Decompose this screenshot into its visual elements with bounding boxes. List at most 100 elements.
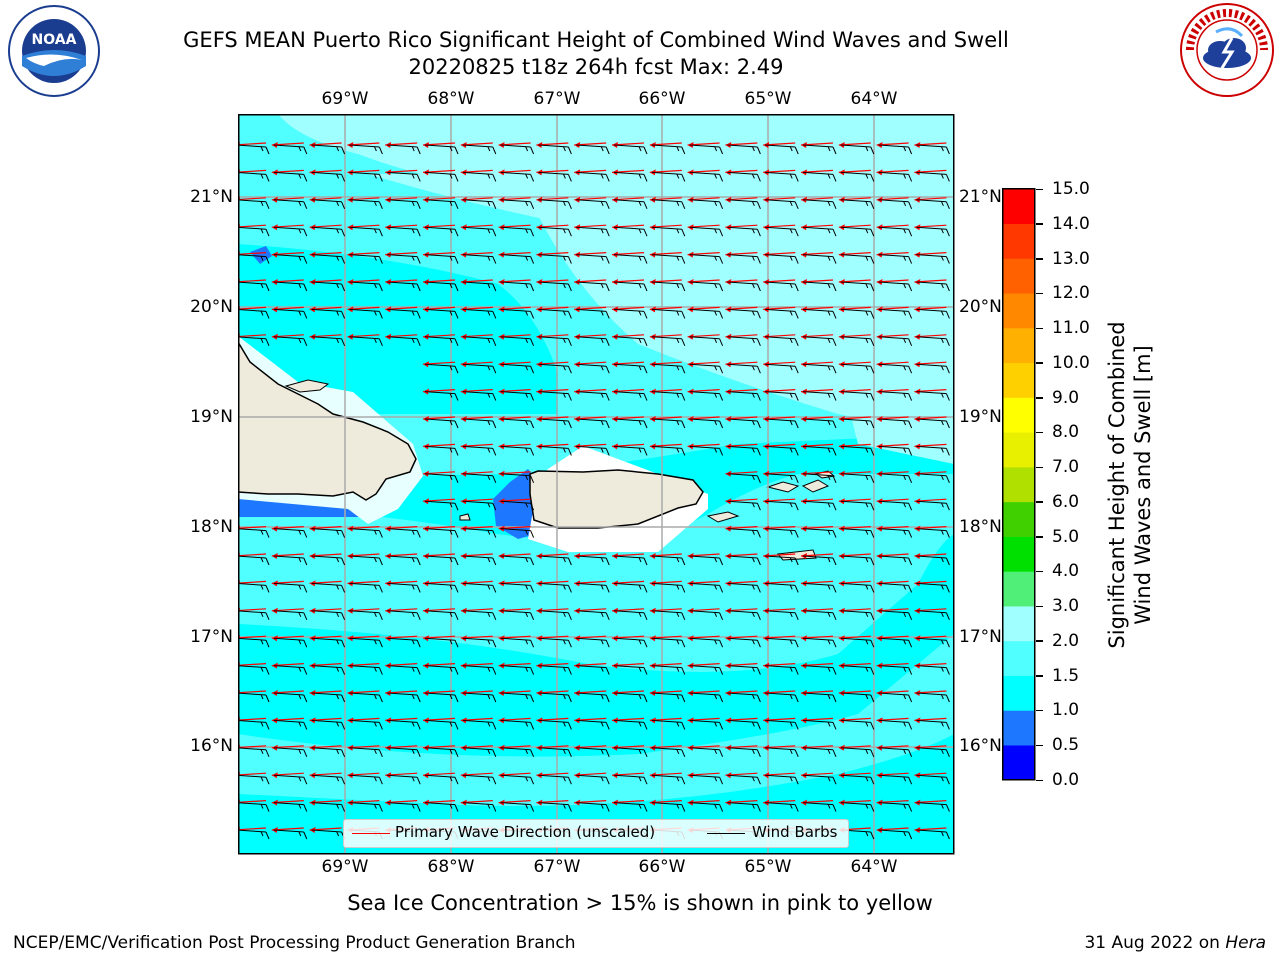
wind-barb bbox=[613, 171, 648, 182]
wind-barb bbox=[576, 144, 610, 155]
hispaniola-land bbox=[238, 340, 417, 501]
wind-barb bbox=[651, 719, 686, 730]
field-0.5-1.0-mona bbox=[493, 469, 538, 539]
wind-barb bbox=[840, 363, 875, 374]
wind-barb bbox=[840, 391, 875, 401]
wind-barb bbox=[802, 802, 837, 812]
wind-barb bbox=[689, 199, 724, 209]
wind-barb bbox=[538, 719, 572, 730]
wind-barb bbox=[462, 445, 497, 456]
wind-barb bbox=[273, 281, 308, 292]
wind-barb bbox=[462, 528, 497, 538]
map-legend: Primary Wave Direction (unscaled) Wind B… bbox=[343, 819, 849, 848]
wind-barb bbox=[916, 719, 950, 730]
wind-barb bbox=[613, 582, 648, 593]
wind-barb bbox=[462, 747, 497, 757]
wind-barb bbox=[311, 802, 346, 812]
wind-barb bbox=[878, 281, 913, 292]
wind-barb bbox=[462, 774, 497, 785]
wind-barb bbox=[765, 747, 799, 757]
wind-barb bbox=[311, 254, 346, 264]
wind-barb bbox=[840, 144, 875, 155]
wind-barb bbox=[238, 226, 270, 237]
wind-barb bbox=[613, 555, 648, 566]
colorbar-segment bbox=[1002, 640, 1035, 676]
wind-barb bbox=[538, 144, 572, 155]
wind-barb bbox=[651, 171, 686, 182]
wind-barb bbox=[689, 336, 724, 346]
wind-barb bbox=[689, 418, 724, 429]
wind-barb bbox=[765, 418, 799, 429]
colorbar-tick-mark bbox=[1036, 188, 1043, 190]
wind-barb bbox=[462, 637, 497, 648]
wind-barb bbox=[765, 391, 799, 401]
wind-barb bbox=[538, 254, 572, 264]
wind-barb bbox=[689, 391, 724, 401]
field-2.0-3.0-core bbox=[368, 174, 954, 414]
wind-barb bbox=[349, 528, 383, 538]
wind-barb bbox=[538, 802, 572, 812]
wind-barb bbox=[916, 747, 950, 757]
wind-barb bbox=[311, 692, 346, 703]
wind-barb bbox=[802, 774, 837, 785]
wind-barb bbox=[878, 610, 913, 620]
colorbar-segment bbox=[1002, 710, 1035, 746]
wind-barb bbox=[500, 774, 535, 785]
wind-barb bbox=[500, 391, 535, 401]
wind-barb bbox=[538, 692, 572, 703]
wind-barb bbox=[387, 144, 421, 155]
colorbar-tick-mark bbox=[1036, 709, 1043, 712]
wind-barb bbox=[538, 391, 572, 401]
wind-barb bbox=[651, 226, 686, 237]
wind-barb bbox=[273, 829, 308, 840]
wind-barb bbox=[238, 281, 270, 292]
wind-barb bbox=[613, 281, 648, 292]
colorbar-label-line1: Significant Height of Combined bbox=[1105, 321, 1129, 649]
wind-barb bbox=[349, 692, 383, 703]
wind-barb bbox=[651, 254, 686, 264]
wind-barb bbox=[349, 802, 383, 812]
wind-barb bbox=[916, 308, 950, 319]
wind-barb bbox=[613, 363, 648, 374]
wind-barb bbox=[613, 144, 648, 155]
colorbar-tick-label: 11.0 bbox=[1052, 318, 1090, 339]
wind-barb bbox=[765, 254, 799, 264]
wind-barb bbox=[651, 802, 686, 812]
wind-barb bbox=[727, 610, 761, 620]
wind-barb bbox=[311, 528, 346, 538]
wind-barb bbox=[273, 199, 308, 209]
wind-barb bbox=[878, 418, 913, 429]
wind-barb bbox=[916, 144, 950, 155]
wind-barb bbox=[538, 171, 572, 182]
wind-barb bbox=[689, 774, 724, 785]
wind-barb bbox=[878, 829, 913, 840]
wind-barb bbox=[613, 445, 648, 456]
wind-barb bbox=[311, 336, 346, 346]
wave-height-map bbox=[238, 114, 955, 855]
footer-host: Hera bbox=[1225, 933, 1266, 953]
wind-barb bbox=[500, 199, 535, 209]
wind-barb bbox=[916, 774, 950, 785]
wind-barb bbox=[538, 418, 572, 429]
wind-barb bbox=[727, 363, 761, 374]
wind-barb bbox=[802, 582, 837, 593]
wind-barb bbox=[424, 665, 459, 675]
lon-tick-bottom-67w: 67°W bbox=[533, 857, 581, 877]
wind-barb bbox=[424, 582, 459, 593]
wind-barb bbox=[689, 719, 724, 730]
wind-barb bbox=[238, 528, 270, 538]
wind-barb bbox=[462, 171, 497, 182]
wind-barb bbox=[765, 171, 799, 182]
lat-tick-right-16n: 16°N bbox=[959, 736, 1002, 756]
wind-barb bbox=[689, 254, 724, 264]
wind-barb bbox=[651, 281, 686, 292]
wind-barb bbox=[238, 665, 270, 675]
colorbar-segment bbox=[1002, 327, 1035, 364]
wind-barb bbox=[651, 555, 686, 566]
wind-barb bbox=[273, 637, 308, 648]
wind-barb bbox=[916, 254, 950, 264]
wind-barb bbox=[576, 610, 610, 620]
wind-barb bbox=[576, 363, 610, 374]
wind-barb bbox=[765, 665, 799, 675]
wind-barb bbox=[878, 692, 913, 703]
